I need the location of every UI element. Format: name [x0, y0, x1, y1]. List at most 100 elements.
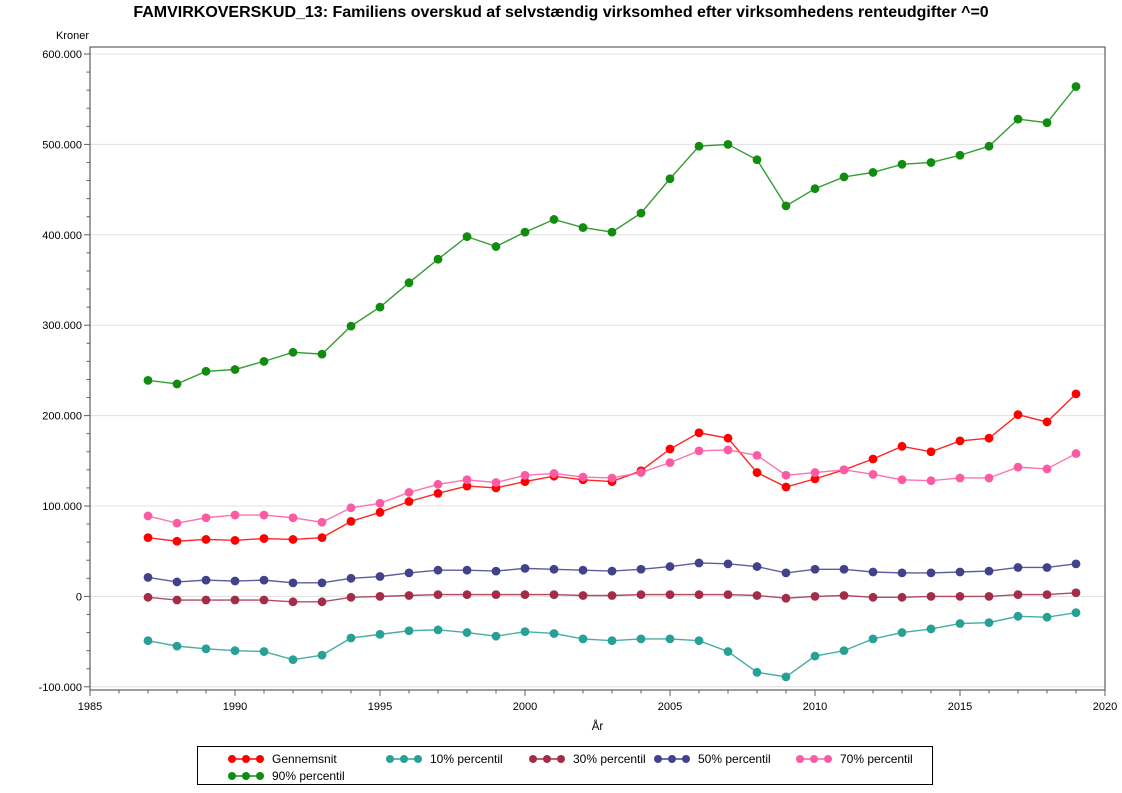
data-point — [984, 433, 994, 443]
data-point — [723, 445, 733, 455]
data-point — [636, 634, 646, 644]
data-point — [230, 576, 240, 586]
data-point — [781, 568, 791, 578]
x-axis-title: År — [591, 721, 604, 733]
data-point — [578, 591, 588, 600]
data-point — [433, 590, 443, 599]
y-tick-label: 500.000 — [42, 139, 82, 151]
data-point — [897, 475, 907, 485]
data-point — [404, 591, 414, 600]
data-point — [462, 628, 472, 637]
data-point — [404, 497, 414, 506]
plot-frame — [89, 46, 1106, 691]
data-point — [636, 208, 646, 218]
data-point — [230, 365, 240, 374]
data-point — [520, 477, 530, 486]
legend-item: Gennemsnit — [228, 749, 337, 768]
data-point — [172, 595, 182, 605]
data-point — [578, 223, 588, 232]
data-point — [288, 578, 298, 588]
legend: Gennemsnit 10% percentil 30% percentil 50% … — [197, 746, 933, 785]
legend-item: 30% percentil — [529, 749, 646, 768]
data-point — [172, 577, 182, 587]
y-tick-label: 0 — [76, 591, 82, 603]
legend-marker-icon — [529, 754, 565, 763]
data-point — [1042, 612, 1052, 622]
data-point — [172, 518, 182, 528]
x-tick-label: 2005 — [658, 701, 682, 713]
data-point — [143, 636, 153, 646]
data-point — [781, 201, 791, 211]
data-point — [201, 513, 211, 523]
data-point — [723, 647, 733, 656]
data-point — [375, 592, 385, 601]
data-point — [752, 155, 762, 165]
data-point — [839, 591, 849, 600]
data-point — [839, 465, 849, 475]
data-point — [665, 444, 675, 454]
data-point — [926, 476, 936, 486]
data-point — [1013, 590, 1023, 599]
legend-marker-icon — [228, 754, 264, 763]
data-point — [868, 454, 878, 464]
data-point — [1042, 590, 1052, 599]
legend-label: Gennemsnit — [272, 751, 337, 766]
data-point — [868, 634, 878, 644]
data-point — [810, 651, 820, 661]
data-point — [1042, 417, 1052, 427]
data-point — [810, 592, 820, 601]
data-point — [955, 150, 965, 160]
data-point — [810, 184, 820, 194]
data-point — [897, 568, 907, 578]
data-point — [491, 242, 501, 251]
x-tick-label: 1995 — [368, 701, 392, 713]
data-point — [462, 232, 472, 242]
data-point — [694, 636, 704, 646]
data-point — [781, 482, 791, 492]
data-point — [955, 619, 965, 628]
data-point — [607, 473, 617, 483]
data-point — [984, 566, 994, 576]
data-point — [317, 533, 327, 543]
data-point — [752, 562, 762, 571]
y-tick-label: 300.000 — [42, 320, 82, 332]
x-tick-label: 1985 — [78, 701, 102, 713]
data-point — [375, 629, 385, 639]
data-point — [259, 575, 269, 585]
data-point — [317, 597, 327, 607]
data-point — [520, 227, 530, 237]
data-point — [549, 629, 559, 638]
data-point — [404, 568, 414, 578]
data-point — [520, 627, 530, 637]
data-point — [549, 469, 559, 478]
data-point — [752, 667, 762, 677]
data-point — [172, 536, 182, 546]
data-point — [1042, 464, 1052, 474]
data-point — [317, 349, 327, 359]
data-point — [1013, 462, 1023, 472]
data-point — [926, 624, 936, 634]
data-point — [288, 597, 298, 607]
data-point — [926, 447, 936, 457]
data-point — [897, 628, 907, 637]
data-point — [317, 517, 327, 527]
data-point — [143, 533, 153, 543]
data-point — [665, 458, 675, 468]
data-point — [230, 595, 240, 605]
y-tick-label: 200.000 — [42, 411, 82, 423]
data-point — [781, 593, 791, 603]
data-point — [723, 433, 733, 443]
y-tick-label: 100.000 — [42, 501, 82, 513]
data-point — [694, 141, 704, 151]
data-point — [578, 565, 588, 575]
data-point — [201, 575, 211, 585]
data-point — [1071, 608, 1081, 618]
legend-item: 10% percentil — [386, 749, 503, 768]
data-point — [839, 646, 849, 656]
data-point — [897, 441, 907, 451]
data-point — [578, 634, 588, 644]
data-point — [201, 535, 211, 544]
data-point — [1042, 118, 1052, 128]
data-point — [288, 535, 298, 544]
